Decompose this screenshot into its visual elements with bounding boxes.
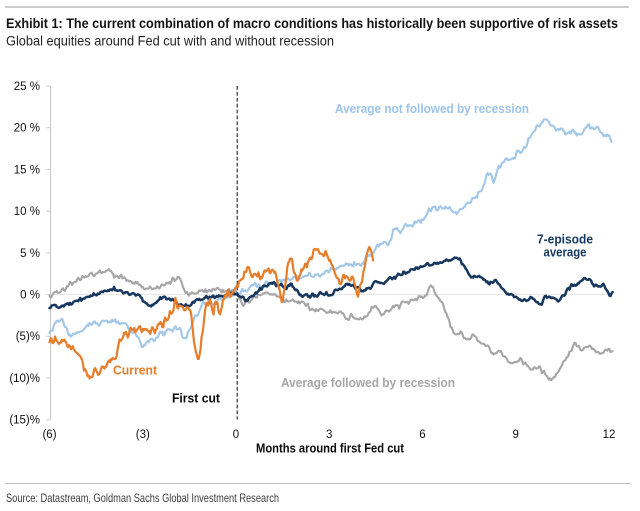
svg-text:Average not followed by recess: Average not followed by recession — [335, 101, 529, 116]
svg-text:12: 12 — [603, 429, 616, 441]
svg-text:Global equities around Fed cut: Global equities around Fed cut with and … — [6, 34, 334, 49]
svg-text:(6): (6) — [42, 429, 56, 441]
svg-text:Months around first Fed cut: Months around first Fed cut — [256, 441, 405, 455]
svg-text:15 %: 15 % — [14, 164, 40, 176]
svg-text:10 %: 10 % — [14, 206, 40, 218]
svg-text:7-episode: 7-episode — [537, 232, 593, 247]
svg-text:0 %: 0 % — [20, 290, 40, 302]
svg-text:(3): (3) — [136, 429, 150, 441]
svg-text:(10)%: (10)% — [9, 373, 40, 385]
svg-text:Exhibit 1: The current combina: Exhibit 1: The current combination of ma… — [6, 16, 618, 31]
svg-text:Average followed by recession: Average followed by recession — [281, 375, 455, 390]
svg-text:First cut: First cut — [172, 391, 221, 406]
svg-text:20 %: 20 % — [14, 123, 40, 135]
svg-text:0: 0 — [233, 429, 239, 441]
svg-text:6: 6 — [419, 429, 425, 441]
svg-text:9: 9 — [512, 429, 518, 441]
svg-text:(5)%: (5)% — [16, 331, 40, 343]
svg-text:(15)%: (15)% — [9, 415, 40, 427]
svg-text:Current: Current — [113, 363, 158, 378]
svg-text:Source: Datastream, Goldman Sa: Source: Datastream, Goldman Sachs Global… — [6, 492, 279, 505]
svg-text:3: 3 — [326, 429, 332, 441]
svg-text:average: average — [544, 244, 587, 259]
svg-text:25 %: 25 % — [14, 81, 40, 93]
svg-text:5 %: 5 % — [20, 248, 40, 260]
